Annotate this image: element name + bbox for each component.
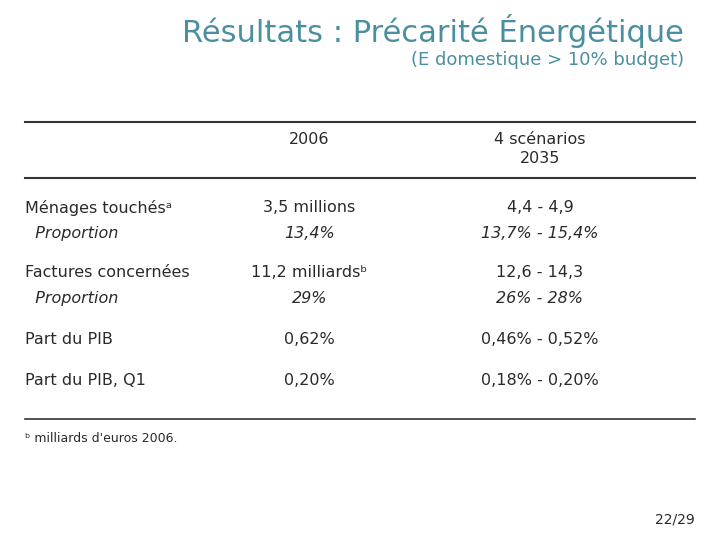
Text: 0,46% - 0,52%: 0,46% - 0,52% (481, 332, 599, 347)
Text: 26% - 28%: 26% - 28% (497, 291, 583, 306)
Text: 11,2 milliardsᵇ: 11,2 milliardsᵇ (251, 265, 368, 280)
Text: ᵇ milliards d'euros 2006.: ᵇ milliards d'euros 2006. (25, 432, 178, 445)
Text: (E domestique > 10% budget): (E domestique > 10% budget) (411, 51, 684, 69)
Text: Part du PIB, Q1: Part du PIB, Q1 (25, 373, 146, 388)
Text: Factures concernées: Factures concernées (25, 265, 190, 280)
Text: Proportion: Proportion (25, 226, 119, 241)
Text: 3,5 millions: 3,5 millions (264, 200, 356, 215)
Text: Ménages touchésᵃ: Ménages touchésᵃ (25, 200, 172, 216)
Text: 13,7% - 15,4%: 13,7% - 15,4% (481, 226, 599, 241)
Text: Proportion: Proportion (25, 291, 119, 306)
Text: 29%: 29% (292, 291, 328, 306)
Text: Résultats : Précarité Énergétique: Résultats : Précarité Énergétique (182, 14, 684, 48)
Text: 22/29: 22/29 (655, 512, 695, 526)
Text: 0,18% - 0,20%: 0,18% - 0,20% (481, 373, 599, 388)
Text: 0,20%: 0,20% (284, 373, 335, 388)
Text: Part du PIB: Part du PIB (25, 332, 113, 347)
Text: 13,4%: 13,4% (284, 226, 335, 241)
Text: 12,6 - 14,3: 12,6 - 14,3 (496, 265, 584, 280)
Text: 4,4 - 4,9: 4,4 - 4,9 (507, 200, 573, 215)
Text: 4 scénarios
2035: 4 scénarios 2035 (494, 132, 586, 166)
Text: 0,62%: 0,62% (284, 332, 335, 347)
Text: 2006: 2006 (289, 132, 330, 147)
